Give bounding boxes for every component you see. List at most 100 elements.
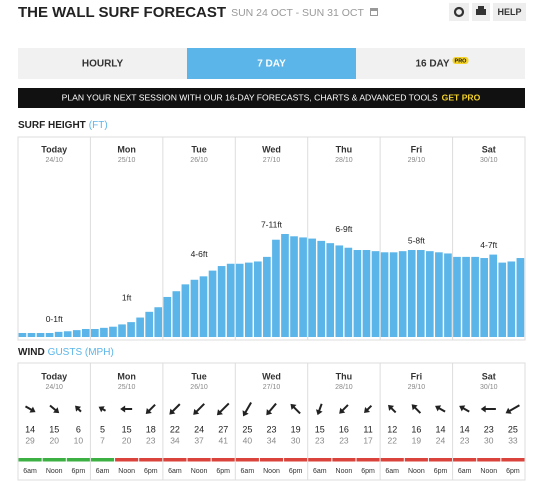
wind-heading: WIND GUSTS (MPH) <box>18 347 114 358</box>
pro-badge <box>452 57 469 64</box>
wind-gust: 41 <box>218 435 228 445</box>
wind-arrow <box>49 404 60 414</box>
tab-active-bg <box>187 48 356 79</box>
surf-range-label: 0-1ft <box>46 314 64 324</box>
day-name: Sat <box>482 371 496 381</box>
help-label[interactable]: HELP <box>497 7 521 17</box>
surf-bar <box>190 279 199 337</box>
surf-bar <box>136 317 144 337</box>
get-pro-link[interactable]: GET PRO <box>442 93 481 103</box>
rating-bar <box>18 458 42 462</box>
surf-bar <box>208 270 217 337</box>
time-label: Noon <box>46 468 63 475</box>
day-name: Mon <box>117 371 136 381</box>
surf-bar <box>45 332 54 337</box>
surf-bar <box>507 261 516 337</box>
wind-arrow <box>266 402 277 416</box>
wind-gust: 30 <box>484 435 494 445</box>
wind-speed: 16 <box>411 424 421 434</box>
surf-bar <box>127 322 135 337</box>
surf-range-label: 1ft <box>122 292 132 302</box>
wind-speed: 16 <box>339 424 349 434</box>
wind-unit: GUSTS (MPH) <box>48 347 114 358</box>
rating-bar <box>477 458 501 462</box>
wind-gust: 40 <box>243 435 253 445</box>
surf-bar <box>172 291 181 337</box>
surf-bar <box>516 258 525 337</box>
day-date: 30/10 <box>480 384 498 391</box>
surf-range-label: 6-9ft <box>335 224 353 234</box>
time-label: Noon <box>336 468 353 475</box>
arrow-shaft <box>244 402 252 414</box>
surf-bar <box>36 332 45 337</box>
wind-arrow <box>145 403 156 415</box>
surf-bar <box>253 261 262 337</box>
day-name: Tue <box>191 371 206 381</box>
day-name: Wed <box>262 371 281 381</box>
banner <box>18 88 525 108</box>
arrow-head <box>266 409 273 416</box>
wind-gust: 22 <box>387 435 397 445</box>
surf-bar <box>226 263 235 337</box>
surf-bar <box>326 243 335 337</box>
surf-bar <box>335 245 344 337</box>
surf-range-label: 4-7ft <box>480 240 498 250</box>
help-button[interactable]: HELP <box>493 3 526 21</box>
tab[interactable]: 16 DAY <box>415 59 449 70</box>
surf-bar <box>380 252 389 337</box>
surf-bar <box>308 238 316 337</box>
surf-bar <box>91 328 99 337</box>
title: THE WALL SURF FORECAST <box>18 4 226 21</box>
surf-bar <box>263 256 271 337</box>
surf-heading: SURF HEIGHT (FT) <box>18 120 108 131</box>
time-label: 6pm <box>506 468 520 475</box>
arrow-shaft <box>147 403 156 412</box>
day-name: Mon <box>117 144 136 154</box>
surf-bar <box>453 256 461 337</box>
tab[interactable]: HOURLY <box>82 59 124 70</box>
calendar-icon[interactable] <box>370 8 378 16</box>
tab[interactable]: 7 DAY <box>257 59 286 70</box>
surf-bar <box>344 247 353 337</box>
surf-bar <box>244 262 253 337</box>
time-label: Noon <box>408 468 425 475</box>
time-label: 6am <box>241 468 255 475</box>
time-label: Noon <box>118 468 135 475</box>
wind-speed: 18 <box>146 424 156 434</box>
arrow-head <box>459 405 466 412</box>
wind-speed: 23 <box>484 424 494 434</box>
wind-gust: 34 <box>267 435 277 445</box>
arrow-head <box>98 406 105 413</box>
print-button[interactable] <box>472 3 490 21</box>
day-name: Wed <box>262 144 281 154</box>
arrow-head <box>364 407 371 414</box>
wind-gust: 19 <box>412 435 422 445</box>
arrow-head <box>290 403 297 410</box>
surf-bar <box>272 239 280 337</box>
surf-bar <box>489 254 498 337</box>
settings-button[interactable] <box>449 3 469 21</box>
surf-bar <box>18 332 27 337</box>
arrow-shaft <box>413 406 422 414</box>
arrow-shaft <box>195 403 205 413</box>
surf-bar <box>398 251 407 337</box>
time-label: Noon <box>480 468 497 475</box>
rating-bar <box>90 458 115 462</box>
wind-gust: 37 <box>194 435 204 445</box>
surf-bar <box>217 266 226 337</box>
day-name: Thu <box>336 371 353 381</box>
surf-bar <box>462 256 470 337</box>
time-label: Noon <box>191 468 208 475</box>
wind-gust: 30 <box>291 435 301 445</box>
time-label: 6am <box>313 468 327 475</box>
day-date: 28/10 <box>335 157 353 164</box>
time-label: 6am <box>168 468 182 475</box>
wind-arrow <box>193 403 205 415</box>
time-label: 6am <box>96 468 110 475</box>
wind-gust: 10 <box>74 435 84 445</box>
arrow-shaft <box>390 406 397 414</box>
arrow-shaft <box>341 404 349 412</box>
surf-title: SURF HEIGHT <box>18 120 86 131</box>
wind-speed: 25 <box>508 424 518 434</box>
time-label: 6am <box>458 468 472 475</box>
